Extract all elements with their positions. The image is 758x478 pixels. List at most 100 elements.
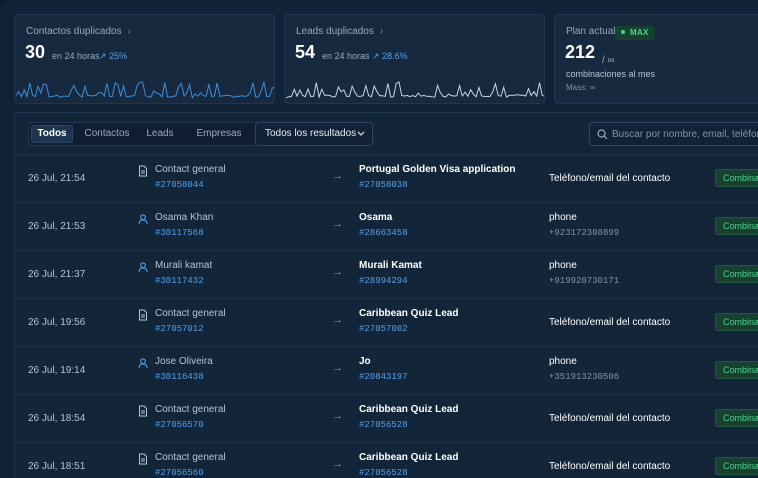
row-date: 26 Jul, 21:53 [28,221,86,232]
target-id-link[interactable]: #27056528 [359,468,408,478]
card-title-row: Contactos duplicados › [26,26,131,37]
chevron-right-icon: › [379,26,384,37]
target-name: Osama [359,212,393,223]
match-field: Teléfono/email del contacto [549,317,671,328]
results-filter-select[interactable]: Todos los resultados [255,122,373,146]
arrow-right-icon: → [332,170,343,182]
match-field-value: +923172308899 [549,228,620,238]
source-id-link[interactable]: #30117568 [155,228,204,238]
chevron-down-icon [357,123,365,154]
table-row[interactable]: 26 Jul, 21:53 Osama Khan #30117568 → Osama #2… [15,203,758,251]
sparkline-path [285,81,544,100]
source-name: Contact general [155,164,226,175]
card-delta: ↗ 28.6% [372,51,408,62]
row-date: 26 Jul, 21:37 [28,269,86,280]
target-name: Portugal Golden Visa application [359,164,516,175]
trend-up-icon: ↗ [372,51,380,61]
target-id-link[interactable]: #20843197 [359,372,408,382]
status-badge: Combinado [715,361,758,379]
card-delta-value: 25% [109,51,128,61]
table-row[interactable]: 26 Jul, 19:14 Jose Oliveira #30116438 → Jo #2… [15,347,758,395]
target-name: Jo [359,356,371,367]
tab-empresas[interactable]: Empresas [196,128,242,139]
sparkline-chart [285,81,544,100]
card-title: Leads duplicados [296,26,374,37]
match-field: Teléfono/email del contacto [549,173,671,184]
tab-todos[interactable]: Todos [31,125,73,143]
search-box[interactable] [589,122,758,146]
person-icon [138,212,148,230]
match-field: phone [549,212,577,223]
card-period: en 24 horas [52,51,100,61]
table-row[interactable]: 26 Jul, 18:51 Contact general #27056560 → Ca… [15,443,758,478]
results-panel: Todos Contactos Leads Empresas Todos los… [14,112,758,478]
row-date: 26 Jul, 18:51 [28,461,86,472]
card-title: Plan actual [566,26,616,37]
results-filter-label: Todos los resultados [265,128,357,139]
match-field-value: +919920730171 [549,276,620,286]
arrow-right-icon: → [332,458,343,470]
plan-unit: / ∞ [602,55,615,66]
search-input[interactable] [612,126,758,142]
status-badge: Combinado [715,265,758,283]
toolbar: Todos Contactos Leads Empresas Todos los… [15,113,758,155]
target-name: Caribbean Quiz Lead [359,452,459,463]
match-field: phone [549,260,577,271]
source-name: Contact general [155,404,226,415]
source-id-link[interactable]: #30117432 [155,276,204,286]
arrow-right-icon: → [332,266,343,278]
tab-leads[interactable]: Leads [146,128,174,139]
status-dot-icon [621,29,625,34]
target-id-link[interactable]: #28994294 [359,276,408,286]
table-row[interactable]: 26 Jul, 21:37 Murali kamat #30117432 → Mural… [15,251,758,299]
source-id-link[interactable]: #27056570 [155,420,204,430]
tab-contactos[interactable]: Contactos [84,128,130,139]
plan-value: 212 [565,42,596,62]
target-name: Caribbean Quiz Lead [359,308,459,319]
row-date: 26 Jul, 21:54 [28,173,86,184]
document-icon [138,404,148,422]
status-badge: Combinado [715,169,758,187]
status-badge: Combinado [715,217,758,235]
plan-badge-label: MAX [630,28,649,37]
target-id-link[interactable]: #27058038 [359,180,408,190]
document-icon [138,452,148,470]
source-name: Jose Oliveira [155,356,213,367]
card-value: 54 [295,42,316,62]
target-name: Murali Kamat [359,260,422,271]
source-id-link[interactable]: #27057012 [155,324,204,334]
source-id-link[interactable]: #27056560 [155,468,204,478]
card-delta-value: 28.6% [382,51,408,61]
plan-description: combinaciones al mes [566,69,656,79]
arrow-right-icon: → [332,314,343,326]
table-row[interactable]: 26 Jul, 21:54 Contact general #27058044 → Po… [15,155,758,203]
row-date: 26 Jul, 19:56 [28,317,86,328]
target-id-link[interactable]: #28663458 [359,228,408,238]
person-icon [138,260,148,278]
card-leads-duplicados[interactable]: Leads duplicados › 54 en 24 horas ↗ 28.6% [284,14,545,104]
status-badge: Combinado [715,313,758,331]
sparkline-chart [15,80,274,99]
card-delta: ↗ 25% [99,51,127,62]
row-date: 26 Jul, 19:14 [28,365,86,376]
table-row[interactable]: 26 Jul, 18:54 Contact general #27056570 → Ca… [15,395,758,443]
status-badge: Combinado [715,457,758,475]
target-id-link[interactable]: #27056528 [359,420,408,430]
status-badge: Combinado [715,409,758,427]
source-id-link[interactable]: #27058044 [155,180,204,190]
target-name: Caribbean Quiz Lead [359,404,459,415]
source-name: Contact general [155,452,226,463]
table-row[interactable]: 26 Jul, 19:56 Contact general #27057012 → Ca… [15,299,758,347]
source-name: Osama Khan [155,212,214,223]
target-id-link[interactable]: #27057002 [359,324,408,334]
search-icon [597,129,608,140]
source-name: Murali kamat [155,260,213,271]
match-field: phone [549,356,577,367]
source-id-link[interactable]: #30116438 [155,372,204,382]
card-contactos-duplicados[interactable]: Contactos duplicados › 30 en 24 horas ↗ 2… [14,14,275,104]
match-field: Teléfono/email del contacto [549,461,671,472]
person-icon [138,356,148,374]
arrow-right-icon: → [332,410,343,422]
sparkline-path [15,80,274,99]
match-field: Teléfono/email del contacto [549,413,671,424]
